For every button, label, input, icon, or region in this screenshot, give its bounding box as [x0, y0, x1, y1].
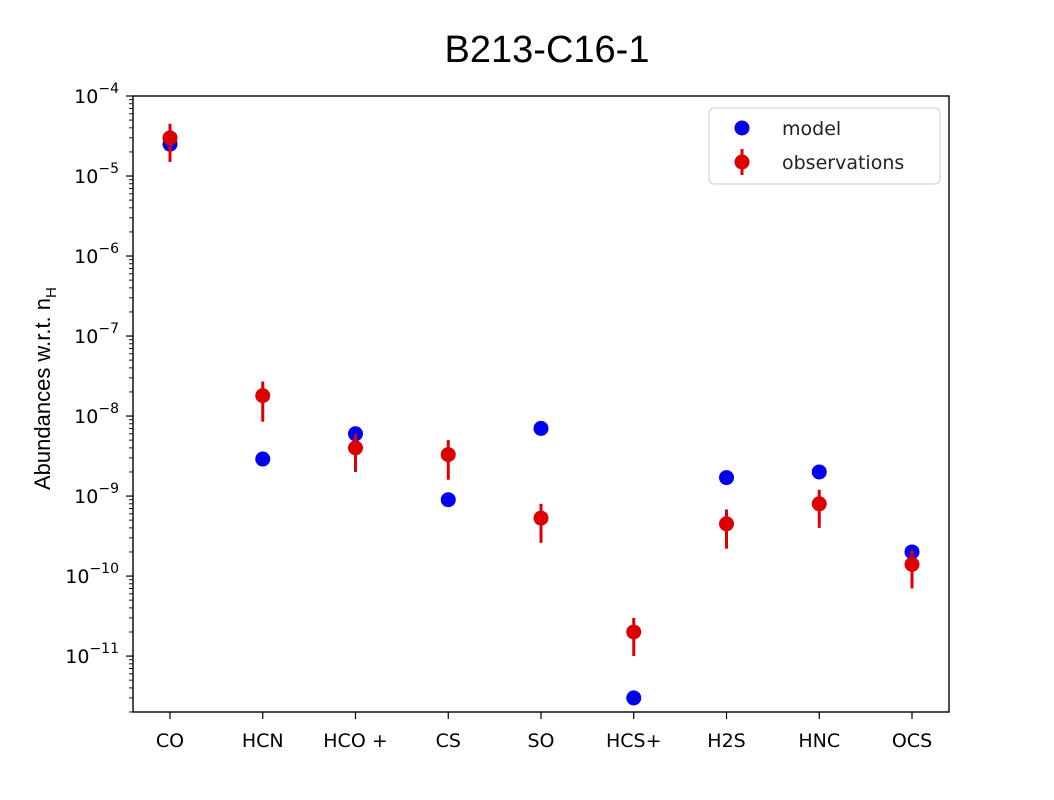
y-axis-label: Abundances w.r.t. nH — [30, 287, 60, 490]
x-tick-label: CS — [436, 730, 461, 752]
y-axis-label-subscript: H — [43, 287, 60, 298]
observation-point — [162, 130, 178, 146]
y-axis-label-main: Abundances w.r.t. n — [30, 298, 55, 490]
x-tick-label: HCO + — [323, 730, 387, 752]
y-tick-label: 10−4 — [74, 81, 119, 108]
y-tick-label-base: 10 — [74, 406, 98, 428]
legend-label: model — [782, 118, 841, 140]
y-tick-label-base: 10 — [74, 246, 98, 268]
y-tick-label-base: 10 — [74, 486, 98, 508]
y-tick-label: 10−9 — [74, 481, 119, 508]
x-tick-label: SO — [527, 730, 554, 752]
observation-point — [904, 556, 920, 572]
observation-point — [440, 447, 456, 463]
y-tick-label-exponent: −7 — [98, 321, 119, 337]
y-tick-label-base: 10 — [65, 566, 89, 588]
observation-point — [626, 624, 642, 640]
legend-marker-observations — [734, 154, 750, 170]
y-tick-label-exponent: −5 — [98, 161, 119, 177]
observation-point — [255, 388, 271, 404]
y-tick-label: 10−6 — [74, 241, 119, 268]
legend-marker-model — [734, 120, 750, 136]
y-tick-label-exponent: −6 — [98, 241, 119, 257]
model-point — [440, 492, 456, 508]
y-tick-label-base: 10 — [74, 326, 98, 348]
y-tick-label: 10−5 — [74, 161, 119, 188]
x-tick-label: OCS — [892, 730, 932, 752]
x-tick-label: CO — [156, 730, 184, 752]
x-tick-label: HCN — [242, 730, 284, 752]
model-point — [811, 464, 827, 480]
y-tick-label-exponent: −11 — [89, 641, 119, 657]
y-tick-label: 10−11 — [65, 641, 119, 668]
x-tick-label: HCS+ — [606, 730, 662, 752]
plot-frame — [132, 95, 950, 713]
observation-point — [811, 496, 827, 512]
observation-point — [348, 440, 363, 456]
model-point — [533, 420, 549, 436]
plot-area — [162, 123, 920, 706]
model-point — [626, 690, 642, 706]
y-tick-label: 10−10 — [65, 561, 119, 588]
y-tick-label-base: 10 — [74, 86, 98, 108]
legend-box — [708, 107, 941, 185]
y-tick-label-exponent: −8 — [98, 401, 119, 417]
y-tick-label: 10−7 — [74, 321, 119, 348]
legend: model observations — [708, 107, 941, 185]
y-tick-label-base: 10 — [65, 646, 89, 668]
chart-title: B213-C16-1 — [445, 29, 650, 71]
y-tick-label-exponent: −9 — [98, 481, 119, 497]
y-tick-label-exponent: −4 — [98, 81, 119, 97]
model-point — [719, 470, 734, 486]
x-tick-label: H2S — [707, 730, 745, 752]
y-tick-label-base: 10 — [74, 166, 98, 188]
y-tick-label-exponent: −10 — [89, 561, 119, 577]
x-tick-label: HNC — [798, 730, 840, 752]
legend-label: observations — [782, 152, 904, 174]
y-tick-label: 10−8 — [74, 401, 119, 428]
observation-point — [719, 516, 734, 532]
model-point — [255, 451, 271, 467]
observation-point — [533, 510, 549, 526]
